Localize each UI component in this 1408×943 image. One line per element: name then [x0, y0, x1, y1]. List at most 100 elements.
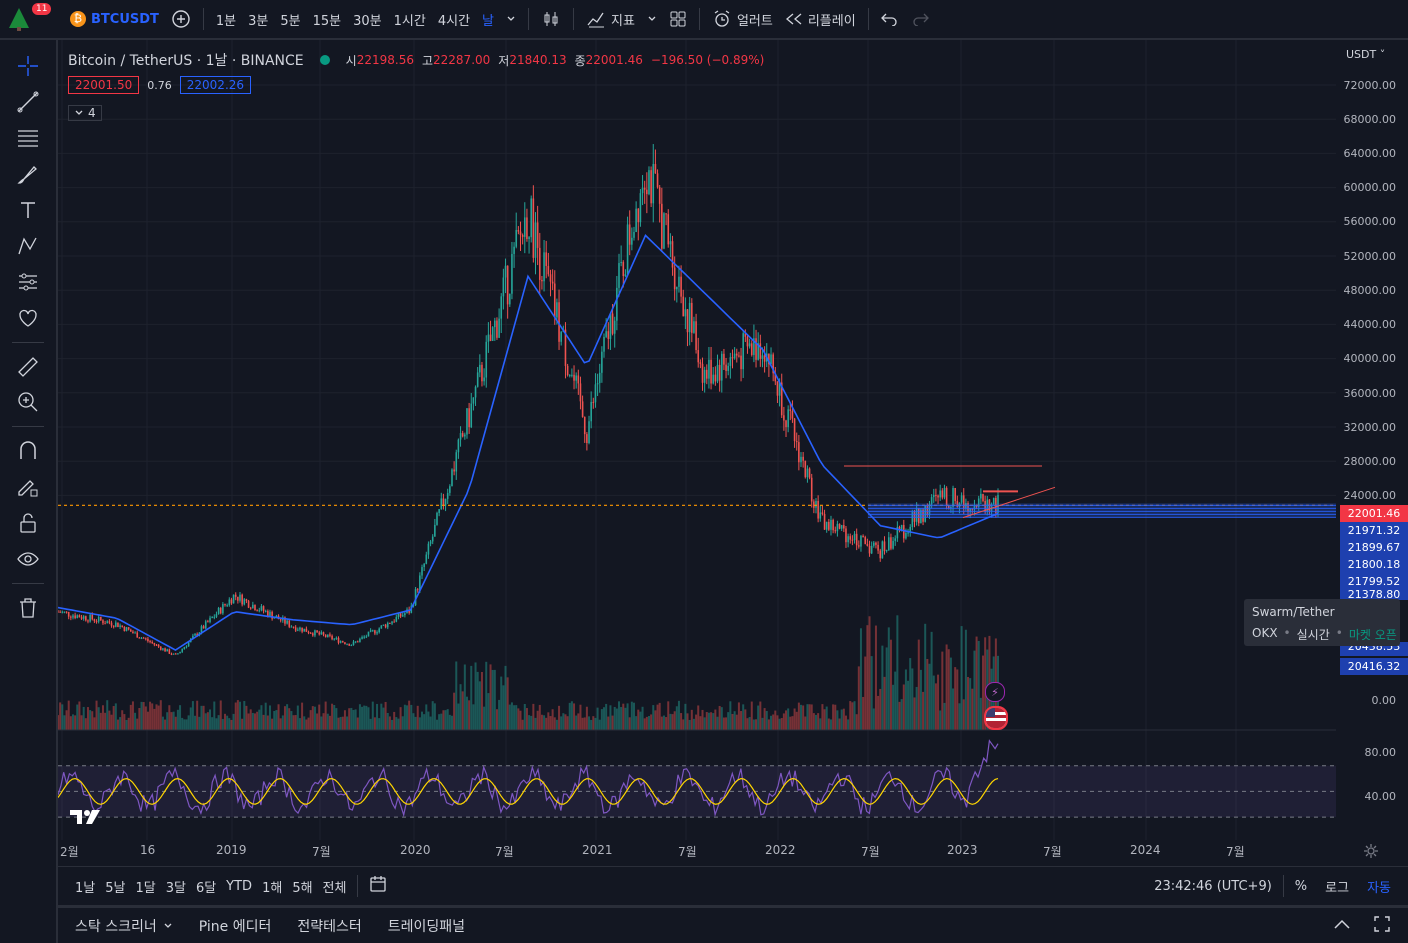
range-all-button[interactable]: 전체 [322, 880, 347, 896]
volume-bar [241, 718, 244, 730]
fib-tool-button[interactable] [14, 124, 42, 152]
volume-bar [127, 717, 130, 730]
log-scale-button[interactable]: 로그 [1325, 880, 1350, 896]
tab-strategy-tester[interactable]: 전략테스터 [297, 918, 362, 935]
symbol-search-button[interactable]: ₿ BTCUSDT [64, 0, 165, 38]
volume-bar [170, 712, 173, 730]
expand-panel-button[interactable] [1328, 918, 1356, 934]
prediction-tool-button[interactable] [14, 268, 42, 296]
redo-button[interactable] [905, 0, 935, 38]
volume-bar [174, 716, 177, 730]
text-tool-button[interactable] [14, 196, 42, 224]
interval-1h[interactable]: 1시간 [393, 13, 426, 29]
interval-1d[interactable]: 날 [482, 13, 495, 29]
magnet-button[interactable] [14, 437, 42, 465]
zoom-tool-button[interactable] [14, 388, 42, 416]
bitcoin-icon: ₿ [70, 11, 86, 27]
volume-bar [358, 704, 361, 730]
volume-bar [234, 702, 237, 730]
tab-pine-editor[interactable]: Pine 에디터 [198, 918, 272, 935]
interval-30m[interactable]: 30분 [353, 13, 382, 29]
volume-bar [755, 719, 758, 730]
volume-bar [943, 702, 946, 730]
user-menu-button[interactable]: 11 [0, 0, 64, 38]
interval-5m[interactable]: 5분 [280, 13, 301, 29]
chart-settings-button[interactable] [1363, 843, 1379, 863]
range-5y-button[interactable]: 5해 [292, 880, 313, 896]
interval-3m[interactable]: 3분 [248, 13, 269, 29]
interval-dropdown-button[interactable] [500, 0, 522, 38]
lock-drawings-button[interactable] [14, 509, 42, 537]
volume-bar [247, 713, 250, 730]
interval-15m[interactable]: 15분 [312, 13, 342, 29]
interval-4h[interactable]: 4시간 [437, 13, 471, 29]
volume-bar [615, 708, 618, 730]
chart-type-button[interactable] [535, 0, 567, 38]
volume-bar [455, 661, 458, 730]
currency-selector[interactable]: USDT ˅ [1346, 48, 1386, 61]
time-label: 7월 [1226, 845, 1245, 859]
buy-price-button[interactable]: 22002.26 [179, 76, 252, 94]
price-axis[interactable]: USDT ˅ 72000.00 68000.00 64000.00 60000.… [1336, 40, 1408, 803]
indicators-button[interactable]: 지표 [580, 0, 641, 38]
candle-body [459, 433, 462, 440]
chart-pane[interactable]: Bitcoin / TetherUS · 1날 · BINANCE 시 22198… [58, 40, 1408, 866]
candle-body [136, 632, 139, 638]
volume-bar [772, 714, 775, 730]
range-6m-button[interactable]: 6달 [195, 880, 217, 896]
indicators-dropdown-button[interactable] [641, 0, 663, 38]
range-ytd-button[interactable]: YTD [226, 878, 253, 894]
measure-tool-button[interactable] [14, 353, 42, 381]
layouts-button[interactable] [663, 0, 693, 38]
pattern-tool-button[interactable] [14, 232, 42, 260]
volume-bar [114, 703, 117, 730]
brush-tool-button[interactable] [14, 160, 42, 188]
crosshair-tool-button[interactable] [14, 52, 42, 80]
volume-bar [628, 717, 631, 730]
range-1d-button[interactable]: 1날 [75, 880, 96, 896]
range-5d-button[interactable]: 5날 [105, 880, 126, 896]
event-lightning-marker[interactable]: ⚡ [985, 682, 1005, 702]
range-1y-button[interactable]: 1해 [262, 880, 283, 896]
volume-bar [491, 669, 494, 730]
economic-event-marker[interactable] [984, 706, 1008, 730]
remove-drawings-button[interactable] [14, 594, 42, 622]
tab-stock-screener[interactable]: 스탁 스크리너 [70, 916, 178, 936]
icons-tool-button[interactable] [14, 304, 42, 332]
range-1m-button[interactable]: 1달 [135, 880, 156, 896]
volume-bar [662, 715, 665, 730]
volume-bar [183, 719, 186, 730]
volume-bar [742, 704, 745, 730]
chart-title[interactable]: Bitcoin / TetherUS · 1날 · BINANCE [68, 53, 304, 69]
volume-bar [838, 718, 841, 730]
sell-price-button[interactable]: 22001.50 [68, 76, 140, 94]
tradingview-logo[interactable] [70, 808, 102, 830]
go-to-date-button[interactable] [364, 875, 392, 897]
auto-scale-button[interactable]: 자동 [1367, 880, 1391, 896]
trendline-tool-button[interactable] [14, 88, 42, 116]
volume-bar [243, 701, 246, 730]
range-3m-button[interactable]: 3달 [165, 880, 186, 896]
candle-body [130, 629, 132, 632]
interval-1m[interactable]: 1분 [215, 13, 237, 29]
candle-body [172, 653, 175, 655]
candle-body [637, 208, 640, 223]
volume-bar [682, 719, 685, 730]
volume-bar [613, 706, 616, 730]
candle-body [703, 369, 706, 383]
candle-body [616, 287, 618, 321]
percent-scale-button[interactable]: % [1294, 878, 1308, 894]
alert-button[interactable]: 얼러트 [706, 0, 779, 38]
replay-button[interactable]: 리플레이 [779, 0, 862, 38]
lightning-icon: ⚡ [991, 685, 999, 699]
maximize-panel-button[interactable] [1368, 915, 1396, 937]
undo-button[interactable] [875, 0, 905, 38]
tab-trading-panel[interactable]: 트레이딩패널 [387, 918, 466, 935]
hide-drawings-button[interactable] [14, 545, 42, 573]
timezone-button[interactable]: 23:42:46 (UTC+9) [1154, 878, 1272, 894]
indicators-toggle[interactable]: 4 [68, 105, 102, 121]
candle-body [271, 611, 273, 619]
volume-bar [123, 714, 126, 730]
stay-drawing-button[interactable] [14, 473, 42, 501]
compare-symbol-button[interactable] [165, 0, 197, 38]
